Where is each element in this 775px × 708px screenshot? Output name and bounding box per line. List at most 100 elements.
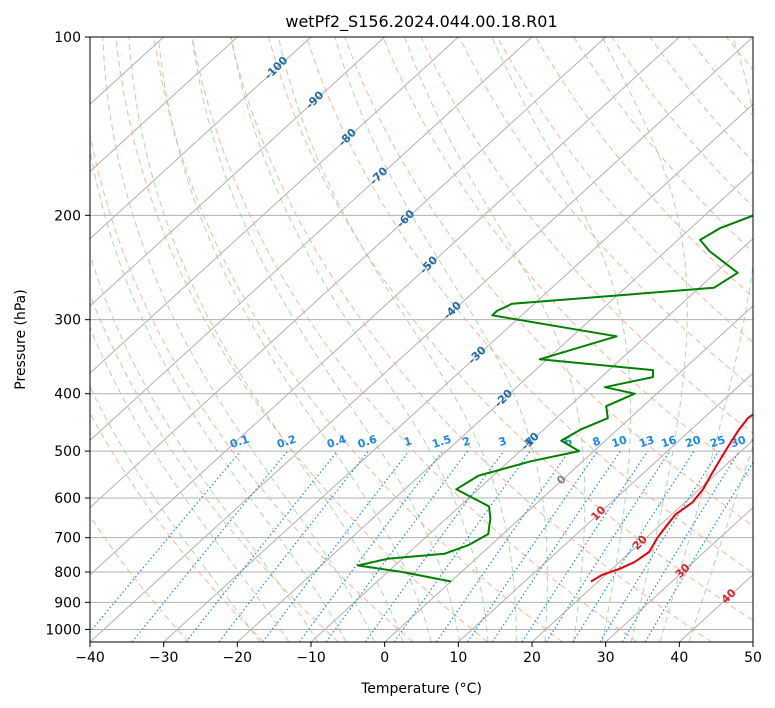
isotherm-gridline xyxy=(236,170,753,642)
dry-adiabat xyxy=(115,37,488,642)
dry-adiabat xyxy=(573,37,753,253)
mixing-ratio-label: 13 xyxy=(637,433,656,450)
isotherm-gridline xyxy=(457,372,753,642)
mixing-ratio-label: 2 xyxy=(461,434,472,449)
x-tick-label: 50 xyxy=(744,650,762,666)
mixing-ratio-label: 3 xyxy=(497,434,508,449)
isotherm-gridline xyxy=(90,37,238,173)
moist-adiabat xyxy=(128,37,404,642)
moist-adiabat xyxy=(90,326,290,642)
dry-adiabat xyxy=(496,37,753,344)
x-tick-label: −40 xyxy=(75,650,105,666)
mixing-ratio-label: 36 xyxy=(750,433,769,450)
isotherm-gridline xyxy=(531,439,753,642)
mixing-ratio-line xyxy=(364,450,505,642)
dry-adiabat xyxy=(90,412,264,642)
x-tick-label: −20 xyxy=(223,650,253,666)
y-tick-label: 1000 xyxy=(45,622,81,638)
mixing-ratio-label: 10 xyxy=(610,433,629,450)
moist-adiabat xyxy=(491,37,632,642)
mixing-ratio-line xyxy=(218,450,369,642)
y-tick-label: 200 xyxy=(54,208,81,224)
isotherm-gridline xyxy=(90,37,533,442)
isotherm-gridline xyxy=(90,37,459,374)
mixing-ratio-line xyxy=(262,450,410,642)
chart-title: wetPf2_S156.2024.044.00.18.R01 xyxy=(285,12,557,32)
y-tick-label: 700 xyxy=(54,531,81,547)
dry-adiabat xyxy=(344,37,753,527)
y-tick-label: 800 xyxy=(54,565,81,581)
moist-adiabat xyxy=(90,253,319,642)
mixing-ratio-line xyxy=(467,450,599,642)
mixing-ratio-label: 0.4 xyxy=(325,432,348,450)
dry-adiabat xyxy=(382,37,753,481)
isotherm-gridline xyxy=(605,506,753,642)
mixing-ratio-label: 6 xyxy=(562,434,574,449)
mixing-ratio-label: 1.5 xyxy=(430,433,453,451)
mixing-ratio-line xyxy=(621,450,740,642)
x-tick-label: 20 xyxy=(523,650,541,666)
y-axis: 100 200 300 400 500 600 700 800 900 1000 xyxy=(45,30,90,638)
moist-adiabat xyxy=(688,444,753,642)
dry-adiabat xyxy=(90,293,339,642)
isotherm-gridline xyxy=(90,37,386,307)
isotherm-gridline xyxy=(90,37,607,509)
x-tick-label: −10 xyxy=(296,650,326,666)
mixing-ratio-label: 25 xyxy=(708,433,727,450)
mixing-ratio-line xyxy=(185,450,339,642)
temperature-profile xyxy=(590,413,753,583)
mixing-ratio-label: 0.6 xyxy=(356,432,379,450)
moist-adiabat xyxy=(90,385,261,642)
plot-frame xyxy=(89,36,754,643)
moist-adiabat xyxy=(191,37,461,642)
x-tick-label: 30 xyxy=(597,650,615,666)
mixing-ratio-label: 4 xyxy=(524,434,536,449)
moist-adiabat xyxy=(277,37,517,642)
y-tick-label: 300 xyxy=(54,313,81,329)
y-tick-label: 400 xyxy=(54,387,81,403)
mixing-ratio-line xyxy=(90,450,242,634)
y-axis-title: Pressure (hPa) xyxy=(13,289,29,389)
x-axis-title: Temperature (°C) xyxy=(360,681,482,697)
dry-adiabat xyxy=(191,37,638,642)
moist-adiabat xyxy=(334,37,548,642)
mixing-ratio-label: 20 xyxy=(684,433,703,450)
dry-adiabat xyxy=(458,37,753,389)
dry-adiabat xyxy=(420,37,753,434)
y-tick-label: 900 xyxy=(54,595,81,611)
moist-adiabat xyxy=(659,37,753,642)
moist-adiabat xyxy=(230,37,489,642)
dry-adiabat xyxy=(306,37,753,574)
x-tick-label: −30 xyxy=(149,650,179,666)
moist-adiabat xyxy=(102,37,376,642)
x-axis: −40 −30 −20 −10 0 10 20 30 40 50 xyxy=(75,642,762,666)
isotherm-gridline xyxy=(90,37,753,642)
isotherm-gridline xyxy=(90,37,680,576)
mixing-ratio-line xyxy=(545,450,671,642)
y-tick-label: 600 xyxy=(54,491,81,507)
dry-adiabat xyxy=(649,37,753,163)
dry-adiabat xyxy=(153,37,563,642)
isotherm-gridline xyxy=(163,103,753,642)
isotherm-gridline xyxy=(90,37,312,240)
x-tick-label: 0 xyxy=(380,650,389,666)
mixing-ratio-line xyxy=(572,450,695,642)
mixing-ratio-line xyxy=(644,461,753,642)
isotherm-gridline xyxy=(310,237,753,642)
mixing-ratio-label: 1 xyxy=(402,434,413,449)
x-tick-label: 10 xyxy=(449,650,467,666)
dewpoint-profile xyxy=(357,214,753,583)
dry-adiabat xyxy=(268,37,753,622)
y-tick-label: 500 xyxy=(54,444,81,460)
mixing-ratio-label: 0.2 xyxy=(275,433,298,451)
mixing-ratio-label: 0.1 xyxy=(228,433,251,451)
y-tick-label: 100 xyxy=(54,30,81,46)
dry-adiabat xyxy=(90,131,414,642)
isotherm-gridline xyxy=(384,305,753,642)
dry-adiabat xyxy=(229,37,712,642)
mixing-ratio-label: 16 xyxy=(660,433,679,450)
mixing-ratio-line xyxy=(131,450,289,642)
moist-adiabat xyxy=(404,37,586,642)
x-tick-label: 40 xyxy=(670,650,688,666)
